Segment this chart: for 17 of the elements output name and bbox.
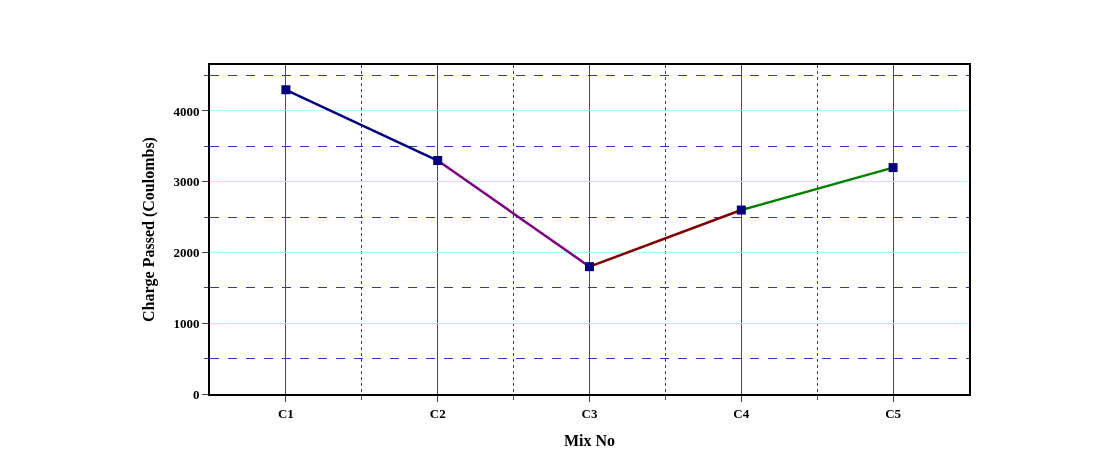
point (433, 156, 443, 166)
point (736, 205, 746, 215)
x-tick-label: C3 (581, 405, 598, 421)
y-tick-label: 4000 (173, 103, 200, 119)
point (888, 163, 898, 173)
point (585, 262, 594, 272)
y-tick-label: 1000 (173, 315, 200, 331)
x-tick-label: C1 (277, 405, 294, 421)
y-tick-label: 3000 (173, 174, 200, 190)
y-tick-label: 2000 (173, 245, 200, 261)
x-tick-label: C2 (429, 405, 446, 421)
y-tick-label: 0 (192, 386, 200, 402)
point (281, 85, 291, 95)
x-tick-label: C4 (733, 405, 750, 421)
x-axis-title: Mix No (563, 431, 616, 449)
x-tick-label: C5 (885, 405, 902, 421)
y-axis-title: Charge Passed (Coulombs) (139, 137, 158, 322)
